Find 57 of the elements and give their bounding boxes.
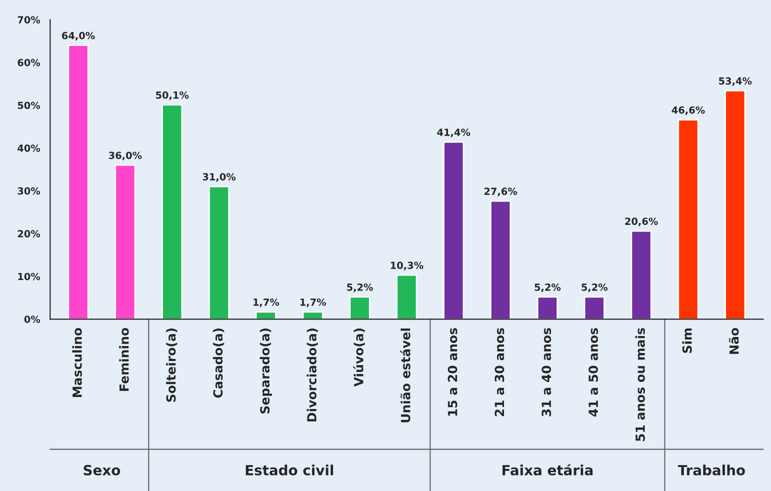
y-tick-label: 30% — [18, 187, 40, 195]
y-tick-label: 20% — [18, 230, 40, 238]
text: Trabalho — [678, 464, 745, 476]
bar — [443, 141, 464, 320]
data-label: 46,6% — [672, 106, 705, 115]
x-tick-label: Sim — [682, 328, 692, 353]
y-tick-label: 50% — [18, 102, 40, 110]
x-tick-label: Divorciado(a) — [306, 328, 318, 422]
x-tick-label: 21 a 30 anos — [494, 328, 504, 416]
x-tick-label: 51 anos ou mais — [635, 328, 645, 441]
data-label: 53,4% — [719, 77, 752, 86]
x-tick-label: Masculino — [72, 328, 82, 398]
bar — [162, 104, 183, 320]
bar — [536, 296, 558, 320]
text: Sexo — [84, 464, 120, 476]
data-label: 1,7% — [300, 298, 326, 308]
y-tick-label: 70% — [18, 16, 40, 24]
data-label: 5,2% — [534, 283, 561, 292]
data-label: 5,2% — [582, 283, 608, 292]
data-label: 31,0% — [202, 173, 236, 182]
data-label: 50,1% — [156, 91, 189, 100]
x-tick-label: 31 a 40 anos — [542, 328, 552, 416]
bar — [630, 230, 652, 320]
text: Estado civil — [246, 464, 334, 476]
bar — [302, 311, 324, 320]
x-tick-label: 41 a 50 anos — [588, 328, 598, 417]
bar — [349, 296, 370, 320]
x-tick-label: Solteiro(a) — [166, 328, 178, 402]
bar — [678, 119, 699, 320]
y-tick-label: 0% — [24, 316, 40, 323]
bar — [724, 90, 746, 320]
y-tick-label: 60% — [18, 58, 40, 66]
data-label: 1,7% — [254, 298, 280, 308]
data-label: 27,6% — [484, 188, 518, 196]
bar — [396, 274, 418, 320]
data-label: 64,0% — [62, 32, 95, 41]
bar — [208, 186, 230, 320]
bar — [584, 296, 605, 320]
bar — [255, 311, 276, 320]
x-tick-label: Não — [728, 328, 739, 354]
bar — [114, 164, 136, 320]
x-tick-label: 15 a 20 anos — [448, 328, 458, 416]
data-label: 41,4% — [437, 128, 470, 138]
x-tick-label: Separado(a) — [260, 328, 272, 414]
y-tick-label: 10% — [18, 272, 40, 280]
data-label: 20,6% — [625, 218, 658, 226]
x-tick-label: União estável — [400, 328, 410, 422]
data-label: 10,3% — [390, 262, 424, 270]
bar — [490, 200, 512, 320]
data-label: 36,0% — [108, 152, 142, 160]
data-label: 5,2% — [347, 283, 373, 292]
bar — [68, 44, 89, 320]
y-tick-label: 40% — [18, 144, 40, 152]
text: Faixa etária — [502, 464, 593, 476]
x-tick-label: Feminino — [119, 328, 129, 391]
x-tick-label: Casado(a) — [212, 328, 224, 398]
x-tick-label: Viúvo(a) — [353, 328, 365, 387]
